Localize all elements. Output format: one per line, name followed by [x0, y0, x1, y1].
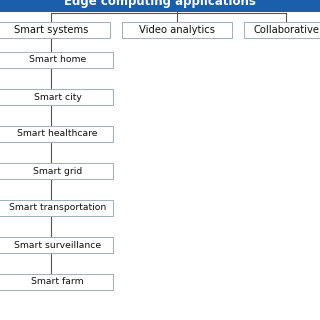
- Text: Edge computing applications: Edge computing applications: [64, 0, 256, 9]
- FancyBboxPatch shape: [0, 163, 113, 179]
- Text: Smart transportation: Smart transportation: [9, 204, 106, 212]
- FancyBboxPatch shape: [0, 89, 113, 105]
- FancyBboxPatch shape: [0, 52, 113, 68]
- FancyBboxPatch shape: [244, 22, 320, 38]
- Text: Smart farm: Smart farm: [31, 277, 84, 286]
- Text: Smart surveillance: Smart surveillance: [14, 241, 101, 250]
- Text: Smart systems: Smart systems: [14, 25, 88, 35]
- FancyBboxPatch shape: [122, 22, 232, 38]
- Text: Video analytics: Video analytics: [139, 25, 215, 35]
- Text: Collaborative: Collaborative: [253, 25, 319, 35]
- FancyBboxPatch shape: [0, 200, 113, 216]
- FancyBboxPatch shape: [0, 0, 320, 12]
- FancyBboxPatch shape: [0, 237, 113, 253]
- Text: Smart healthcare: Smart healthcare: [17, 130, 98, 139]
- FancyBboxPatch shape: [0, 22, 110, 38]
- Text: Smart home: Smart home: [29, 55, 86, 65]
- FancyBboxPatch shape: [0, 126, 113, 142]
- Text: Smart city: Smart city: [34, 92, 81, 101]
- FancyBboxPatch shape: [0, 274, 113, 290]
- Text: Smart grid: Smart grid: [33, 166, 82, 175]
